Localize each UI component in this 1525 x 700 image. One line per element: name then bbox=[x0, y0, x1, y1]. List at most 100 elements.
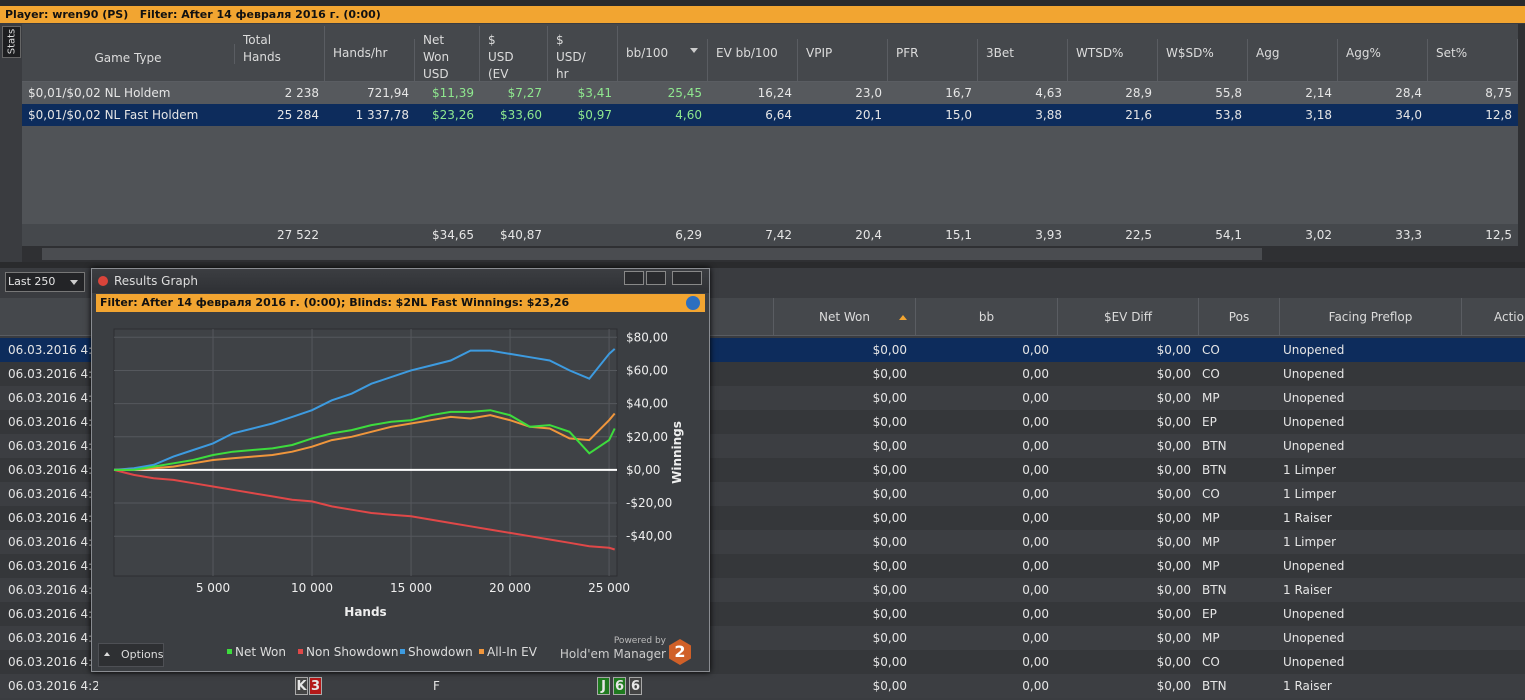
pos-cell: CO bbox=[1202, 343, 1220, 357]
column-header[interactable]: Set% bbox=[1428, 39, 1518, 95]
board-card: 6 bbox=[629, 677, 642, 695]
column-header[interactable]: W$SD% bbox=[1158, 39, 1248, 95]
table-cell: 21,6 bbox=[1125, 108, 1152, 122]
value-cell: 0,00 bbox=[1022, 487, 1049, 501]
scroll-thumb[interactable] bbox=[42, 248, 1262, 260]
totals-cell: 3,02 bbox=[1305, 228, 1332, 242]
column-header[interactable]: $ USD (EV bbox=[480, 26, 548, 82]
facing-cell: 1 Raiser bbox=[1283, 511, 1332, 525]
value-cell: $0,00 bbox=[1156, 439, 1191, 453]
table-cell: $3,41 bbox=[577, 86, 612, 100]
dropdown-arrow bbox=[70, 280, 78, 285]
x-tick-label: 10 000 bbox=[291, 581, 333, 595]
close-button[interactable] bbox=[672, 271, 702, 285]
y-tick-label: $80,00 bbox=[626, 330, 668, 344]
facing-cell: Unopened bbox=[1283, 607, 1345, 621]
pos-cell: BTN bbox=[1202, 679, 1227, 693]
x-tick-label: 20 000 bbox=[489, 581, 531, 595]
date-cell: 06.03.2016 4:1 bbox=[8, 367, 98, 381]
player-label: Player: wren90 (PS) bbox=[5, 8, 129, 21]
column-header[interactable]: $ USD/ hr bbox=[548, 26, 618, 82]
column-header[interactable]: VPIP bbox=[798, 39, 888, 95]
column-header[interactable]: EV bb/100 bbox=[708, 39, 798, 95]
column-header[interactable]: Hands/hr bbox=[325, 39, 415, 95]
column-header[interactable]: Net Won USD bbox=[415, 26, 480, 82]
range-dropdown[interactable]: Last 250 bbox=[5, 272, 85, 292]
hole-card: 3 bbox=[309, 677, 322, 695]
value-cell: $0,00 bbox=[1156, 463, 1191, 477]
value-cell: $0,00 bbox=[872, 511, 907, 525]
value-cell: $0,00 bbox=[872, 439, 907, 453]
value-cell: $0,00 bbox=[872, 535, 907, 549]
pos-cell: BTN bbox=[1202, 463, 1227, 477]
column-header[interactable]: bb bbox=[915, 298, 1057, 336]
table-cell: 1 337,78 bbox=[355, 108, 409, 122]
y-tick-label: -$40,00 bbox=[626, 529, 672, 543]
hole-card: K bbox=[295, 677, 308, 695]
column-header[interactable]: bb/100 bbox=[618, 39, 708, 95]
column-header[interactable]: Agg bbox=[1248, 39, 1338, 95]
window-titlebar bbox=[92, 269, 709, 293]
table-cell: $33,60 bbox=[500, 108, 542, 122]
stats-table: Game Type Total Hands Hands/hr Net Won USD $… bbox=[22, 24, 1525, 262]
column-header[interactable]: 3Bet bbox=[978, 39, 1068, 95]
value-cell: 0,00 bbox=[1022, 511, 1049, 525]
column-header[interactable]: PFR bbox=[888, 39, 978, 95]
value-cell: $0,00 bbox=[872, 655, 907, 669]
table-cell: $23,26 bbox=[432, 108, 474, 122]
table-row[interactable] bbox=[22, 104, 1518, 126]
brand-logo: 2 bbox=[669, 639, 691, 665]
value-cell: $0,00 bbox=[1156, 583, 1191, 597]
table-cell: 3,88 bbox=[1035, 108, 1062, 122]
table-cell: 34,0 bbox=[1395, 108, 1422, 122]
stats-tab[interactable]: Stats bbox=[2, 26, 21, 58]
value-cell: $0,00 bbox=[872, 679, 907, 693]
legend-label: All-In EV bbox=[487, 645, 538, 659]
value-cell: $0,00 bbox=[872, 631, 907, 645]
table-cell: 25,45 bbox=[667, 86, 702, 100]
x-tick-label: 5 000 bbox=[196, 581, 230, 595]
column-header[interactable]: $EV Diff bbox=[1057, 298, 1198, 336]
facing-cell: 1 Limper bbox=[1283, 487, 1337, 501]
facing-cell: Unopened bbox=[1283, 559, 1345, 573]
column-header[interactable]: Net Won bbox=[773, 298, 915, 336]
hands-row[interactable] bbox=[0, 674, 1525, 698]
facing-cell: 1 Raiser bbox=[1283, 583, 1332, 597]
table-cell: 12,8 bbox=[1485, 108, 1512, 122]
legend-swatch bbox=[227, 649, 232, 654]
table-cell: 6,64 bbox=[765, 108, 792, 122]
column-header[interactable]: Actio bbox=[1461, 298, 1525, 336]
board-card: 6 bbox=[613, 677, 626, 695]
value-cell: 0,00 bbox=[1022, 631, 1049, 645]
column-header[interactable]: Total Hands bbox=[235, 26, 325, 82]
column-header[interactable]: Agg% bbox=[1338, 39, 1428, 95]
minimize-button[interactable] bbox=[624, 271, 644, 285]
table-cell: 16,24 bbox=[757, 86, 792, 100]
date-cell: 06.03.2016 4:1 bbox=[8, 535, 98, 549]
pos-cell: EP bbox=[1202, 415, 1217, 429]
column-header[interactable]: Pos bbox=[1198, 298, 1279, 336]
maximize-button[interactable] bbox=[646, 271, 666, 285]
totals-cell: 54,1 bbox=[1215, 228, 1242, 242]
column-header[interactable]: Facing Preflop bbox=[1279, 298, 1461, 336]
value-cell: $0,00 bbox=[872, 367, 907, 381]
column-header[interactable]: Game Type bbox=[22, 44, 235, 64]
value-cell: $0,00 bbox=[1156, 607, 1191, 621]
date-cell: 06.03.2016 4:1 bbox=[8, 511, 98, 525]
date-cell: 06.03.2016 4: bbox=[8, 343, 93, 357]
totals-cell: 3,93 bbox=[1035, 228, 1062, 242]
table-cell: 3,18 bbox=[1305, 108, 1332, 122]
help-button[interactable] bbox=[686, 296, 700, 310]
date-cell: 06.03.2016 4:1 bbox=[8, 655, 98, 669]
value-cell: 0,00 bbox=[1022, 607, 1049, 621]
table-cell: 4,63 bbox=[1035, 86, 1062, 100]
window-title: Results Graph bbox=[114, 274, 198, 288]
column-header[interactable]: WTSD% bbox=[1068, 39, 1158, 95]
value-cell: 0,00 bbox=[1022, 559, 1049, 573]
value-cell: 0,00 bbox=[1022, 415, 1049, 429]
table-row[interactable] bbox=[22, 82, 1518, 104]
pos-cell: EP bbox=[1202, 607, 1217, 621]
value-cell: $0,00 bbox=[1156, 679, 1191, 693]
table-cell: $11,39 bbox=[432, 86, 474, 100]
value-cell: $0,00 bbox=[872, 607, 907, 621]
